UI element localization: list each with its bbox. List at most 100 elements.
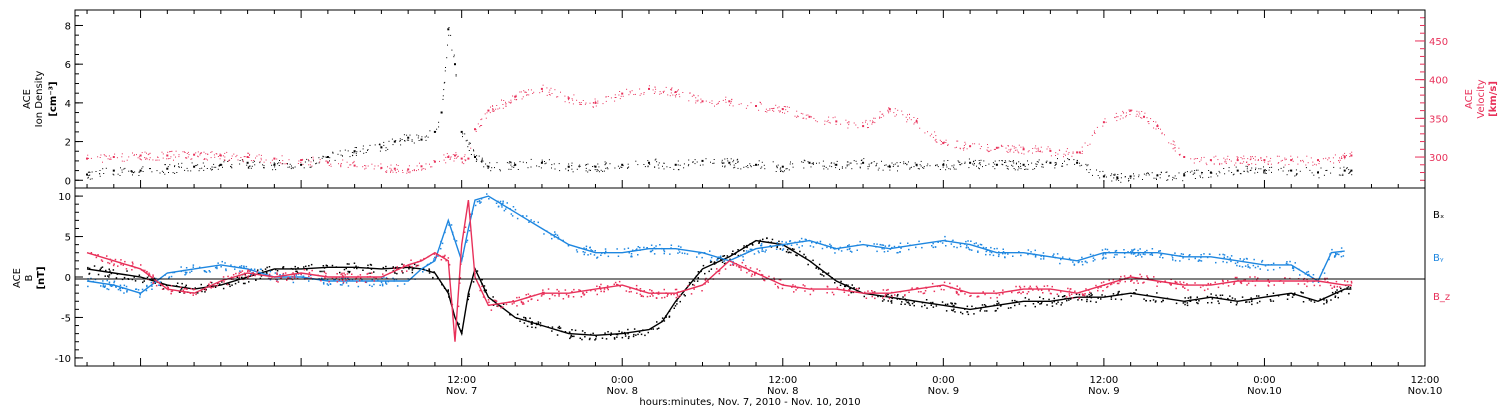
top-dot-black (1018, 161, 1020, 163)
bottom-dot-black (1086, 300, 1088, 303)
bottom-dot-black (1286, 298, 1289, 300)
bottom-dot-blue (385, 277, 388, 279)
bottom-dot-black (737, 249, 739, 251)
top-dot-red (1219, 164, 1221, 166)
bottom-dot-red (760, 273, 763, 276)
bottom-dot-black (1034, 305, 1036, 308)
bottom-dot-blue (1238, 265, 1241, 267)
bottom-dot-blue (876, 243, 878, 245)
top-dot-black (342, 155, 343, 157)
top-dot-black (1036, 161, 1038, 163)
top-dot-red (589, 102, 591, 104)
top-dot-black (964, 162, 966, 164)
top-dot-black (916, 165, 918, 167)
bottom-dot-blue (663, 250, 666, 253)
top-dot-red (576, 99, 578, 101)
bottom-dot-black (1024, 305, 1027, 307)
top-dot-black (567, 170, 569, 172)
top-dot-red (648, 85, 650, 87)
top-dot-red (521, 98, 523, 100)
bottom-dot-black (373, 271, 375, 273)
top-dot-red (1214, 163, 1215, 165)
top-dot-red (279, 162, 281, 164)
top-dot-black (1263, 172, 1265, 174)
bottom-dot-black (1089, 300, 1092, 303)
bottom-dot-black (1134, 292, 1136, 295)
bottom-dot-blue (591, 250, 594, 252)
top-dot-red (1260, 158, 1262, 160)
bottom-dot-red (382, 273, 384, 275)
bottom-dot-blue (209, 271, 211, 273)
bottom-dot-black (1182, 302, 1185, 304)
top-dot-red (397, 165, 399, 166)
top-dot-black (275, 169, 277, 171)
top-dot-black (810, 166, 812, 168)
bottom-dot-red (1222, 280, 1224, 283)
bottom-dot-black (996, 303, 998, 305)
top-dot-red (1284, 164, 1286, 166)
top-dot-red (1148, 121, 1150, 122)
bottom-dot-blue (781, 240, 783, 243)
top-dot-black (1173, 177, 1175, 179)
bottom-dot-black (1310, 300, 1312, 302)
bottom-dot-red (773, 277, 775, 279)
bottom-dot-red (293, 274, 296, 277)
bottom-dot-black (282, 266, 285, 268)
top-dot-black (576, 168, 578, 170)
top-dot-black (884, 164, 886, 166)
top-dot-red (1325, 157, 1327, 159)
top-dot-red (1329, 161, 1331, 163)
bottom-dot-blue (1114, 254, 1116, 256)
bottom-dot-red (1207, 288, 1209, 290)
bottom-dot-red (490, 309, 493, 311)
bottom-dot-black (921, 305, 923, 308)
bottom-dot-blue (135, 288, 137, 290)
top-dot-black (151, 171, 153, 173)
top-dot-black (749, 163, 751, 165)
top-point-black-14 (420, 138, 423, 141)
bottom-dot-black (1187, 297, 1190, 299)
top-dot-black (310, 166, 312, 168)
top-dot-black (215, 166, 217, 168)
top-dot-red (729, 104, 731, 106)
top-dot-red (1344, 158, 1346, 160)
bottom-dot-red (716, 268, 718, 270)
top-dot-red (116, 157, 118, 159)
bottom-dot-black (745, 244, 748, 247)
top-dot-red (1260, 157, 1262, 158)
top-dot-black (920, 165, 922, 167)
bottom-dot-black (345, 267, 347, 270)
bottom-dot-blue (554, 233, 557, 235)
top-dot-red (974, 143, 976, 145)
bottom-dot-blue (1027, 253, 1029, 256)
top-dot-black (1184, 173, 1185, 175)
bottom-dot-black (1206, 295, 1209, 298)
top-dot-black (943, 160, 945, 162)
bottom-dot-red (94, 254, 97, 256)
top-dot-black (448, 34, 450, 36)
top-dot-red (146, 152, 147, 154)
bottom-dot-red (1103, 284, 1105, 286)
top-dot-black (187, 170, 189, 172)
top-dot-red (281, 163, 283, 165)
top-dot-black (1289, 169, 1291, 171)
top-dot-red (1247, 163, 1249, 165)
top-dot-black (876, 164, 877, 166)
bottom-dot-blue (1159, 256, 1161, 258)
top-dot-red (848, 124, 850, 126)
top-dot-black (510, 164, 512, 166)
bottom-dot-black (1104, 295, 1106, 297)
top-dot-black (559, 170, 561, 172)
bottom-dot-black (1229, 295, 1231, 297)
bottom-dot-blue (1123, 252, 1126, 255)
bottom-dot-red (540, 295, 543, 297)
bottom-dot-black (1230, 301, 1232, 303)
bottom-dot-blue (1115, 249, 1118, 252)
top-dot-red (695, 97, 697, 99)
top-dot-red (639, 94, 641, 96)
bottom-dot-black (231, 284, 233, 286)
top-dot-black (1288, 170, 1290, 172)
top-dot-black (1012, 161, 1014, 163)
top-dot-black (468, 150, 470, 151)
top-dot-red (390, 164, 392, 166)
